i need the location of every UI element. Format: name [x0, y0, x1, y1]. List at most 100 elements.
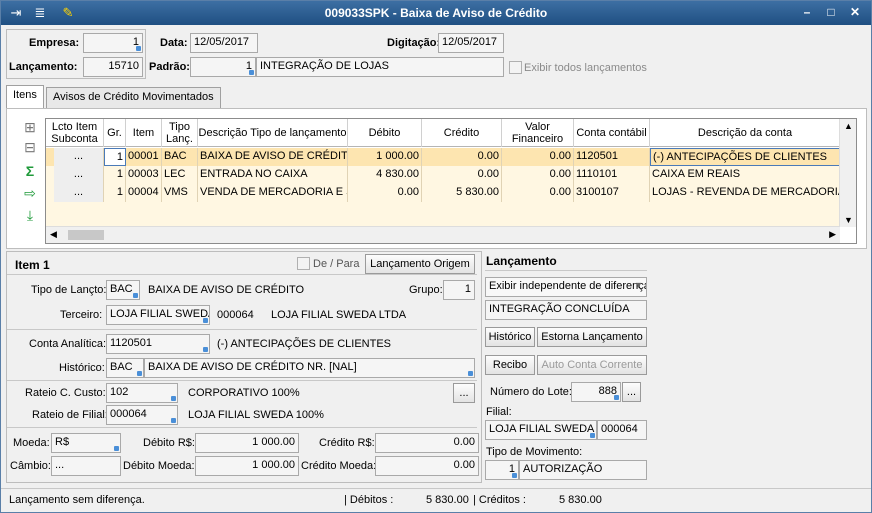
tipo-lancto-field[interactable]: BAC	[106, 280, 140, 300]
exibir-select[interactable]: Exibir independente de diferença ▼	[485, 277, 647, 297]
table-row[interactable]: ... 1 00003 LEC ENTRADA NO CAIXA 4 830.0…	[46, 166, 840, 184]
moeda-field[interactable]: R$	[51, 433, 121, 453]
debito-moeda-field[interactable]: 1 000.00	[195, 456, 299, 476]
scroll-thumb[interactable]	[68, 230, 104, 240]
rateio-cc-label: Rateio C. Custo:	[25, 387, 106, 399]
status-field: INTEGRAÇÃO CONCLUÍDA	[485, 300, 647, 320]
empresa-field[interactable]: 1	[83, 33, 143, 53]
col-credito[interactable]: Crédito	[422, 119, 502, 147]
sum-icon[interactable]: Σ	[25, 163, 35, 179]
items-grid: Lcto Item Subconta Gr. Item Tipo Lanç. D…	[45, 118, 857, 244]
exit-icon[interactable]: ⇥	[10, 5, 22, 20]
window-title: 009033SPK - Baixa de Aviso de Crédito	[324, 6, 548, 20]
grid-header: Lcto Item Subconta Gr. Item Tipo Lanç. D…	[46, 119, 840, 147]
rateio-cc-field[interactable]: 102	[106, 383, 178, 403]
lancamento-field[interactable]: 15710	[83, 57, 143, 77]
grid-vertical-scrollbar[interactable]: ▲ ▼	[839, 119, 856, 227]
rateio-filial-label: Rateio de Filial:	[32, 409, 108, 421]
close-icon[interactable]: ✕	[849, 5, 861, 19]
conta-analitica-desc: (-) ANTECIPAÇÕES DE CLIENTES	[217, 338, 391, 350]
estorna-lancamento-button[interactable]: Estorna Lançamento	[537, 327, 647, 347]
item-title: Item 1	[15, 258, 50, 272]
lancamento-origem-button[interactable]: Lançamento Origem	[365, 254, 475, 274]
tipo-movimento-field[interactable]: 1	[485, 460, 519, 480]
divider	[7, 427, 477, 428]
rateio-cc-button[interactable]: ...	[453, 383, 475, 403]
grid-horizontal-scrollbar[interactable]: ◀ ▶	[46, 226, 840, 243]
status-message: Lançamento sem diferença.	[9, 494, 145, 506]
grid-empty-area	[46, 202, 840, 227]
grid-cell-tipo: VMS	[162, 184, 198, 202]
data-field[interactable]: 12/05/2017	[190, 33, 258, 53]
subconta-button[interactable]: ...	[54, 184, 104, 202]
col-debito[interactable]: Débito	[348, 119, 422, 147]
data-label: Data:	[160, 37, 188, 49]
col-lcto[interactable]: Lcto Item Subconta	[46, 119, 104, 147]
table-row[interactable]: ... 1 00001 BAC BAIXA DE AVISO DE CRÉDIT…	[46, 148, 840, 166]
scroll-up-icon[interactable]: ▲	[844, 121, 853, 131]
creditos-value: 5 830.00	[559, 494, 602, 506]
padrao-code-field[interactable]: 1	[190, 57, 256, 77]
status-bar: Lançamento sem diferença. | Débitos : 5 …	[1, 488, 871, 512]
moeda-label: Moeda:	[13, 437, 50, 449]
debito-rs-field[interactable]: 1 000.00	[195, 433, 299, 453]
scroll-down-icon[interactable]: ▼	[844, 215, 853, 225]
conta-analitica-label: Conta Analítica:	[29, 338, 107, 350]
add-row-icon[interactable]: ⊞	[24, 119, 36, 135]
grid-cell-gr[interactable]: 1	[104, 184, 126, 202]
remove-row-icon[interactable]: ⊟	[24, 139, 36, 155]
grid-cell-item: 00003	[126, 166, 162, 184]
grid-cell-gr[interactable]: 1	[104, 166, 126, 184]
filial-field[interactable]: LOJA FILIAL SWEDA	[485, 420, 597, 440]
terceiro-field[interactable]: LOJA FILIAL SWEDA	[106, 305, 210, 325]
col-item[interactable]: Item	[126, 119, 162, 147]
de-para-checkbox[interactable]	[297, 257, 310, 270]
grid-cell-desc: ENTRADA NO CAIXA	[198, 166, 348, 184]
lote-button[interactable]: ...	[622, 382, 641, 402]
maximize-icon[interactable]: □	[827, 5, 835, 19]
subconta-button[interactable]: ...	[54, 166, 104, 184]
tab-avisos[interactable]: Avisos de Crédito Movimentados	[46, 87, 221, 108]
divider	[7, 329, 477, 330]
exibir-todos-label: Exibir todos lançamentos	[524, 62, 647, 74]
lote-field[interactable]: 888	[571, 382, 621, 402]
move-bottom-icon[interactable]: ⤓	[26, 207, 34, 223]
col-gr[interactable]: Gr.	[104, 119, 126, 147]
chevron-down-icon[interactable]: ▼	[634, 280, 643, 290]
credito-rs-label: Crédito R$:	[319, 437, 375, 449]
tab-itens[interactable]: Itens	[6, 85, 44, 108]
auto-conta-corrente-button[interactable]: Auto Conta Corrente	[537, 355, 647, 375]
traffic-light-icon[interactable]: ≣	[34, 5, 46, 20]
grid-cell-credito: 0.00	[422, 148, 502, 166]
exibir-todos-checkbox[interactable]	[509, 61, 522, 74]
recibo-button[interactable]: Recibo	[485, 355, 535, 375]
col-conta[interactable]: Conta contábil	[574, 119, 650, 147]
export-icon[interactable]: ⇨	[24, 185, 36, 201]
scroll-right-icon[interactable]: ▶	[829, 229, 836, 239]
historico-desc-field[interactable]: BAIXA DE AVISO DE CRÉDITO NR. [NAL]	[144, 358, 475, 378]
conta-analitica-field[interactable]: 1120501	[106, 334, 210, 354]
rateio-filial-field[interactable]: 000064	[106, 405, 178, 425]
subconta-button[interactable]: ...	[54, 148, 104, 166]
cambio-label: Câmbio:	[10, 460, 51, 472]
table-row[interactable]: ... 1 00004 VMS VENDA DE MERCADORIA E SE…	[46, 184, 840, 202]
col-desc-conta[interactable]: Descrição da conta	[697, 127, 793, 139]
grupo-field[interactable]: 1	[443, 280, 475, 300]
wrench-icon[interactable]: ✎	[62, 5, 74, 20]
credito-rs-field[interactable]: 0.00	[375, 433, 479, 453]
item-panel	[6, 251, 482, 483]
credito-moeda-field[interactable]: 0.00	[375, 456, 479, 476]
historico-code-field[interactable]: BAC	[106, 358, 144, 378]
filial-code-field: 000064	[597, 420, 647, 440]
grid-cell-gr[interactable]: 1	[104, 148, 126, 166]
col-tipo[interactable]: Tipo Lanç.	[162, 119, 198, 147]
terceiro-code: 000064	[217, 309, 254, 321]
grid-cell-tipo: LEC	[162, 166, 198, 184]
scroll-left-icon[interactable]: ◀	[50, 229, 57, 239]
minimize-icon[interactable]: –	[803, 5, 811, 19]
col-valor-financeiro[interactable]: Valor Financeiro	[502, 119, 574, 147]
cambio-field[interactable]: ...	[51, 456, 121, 476]
digitacao-field[interactable]: 12/05/2017	[438, 33, 504, 53]
col-desc-tipo[interactable]: Descrição Tipo de lançamento	[198, 119, 348, 147]
historico-button[interactable]: Histórico	[485, 327, 535, 347]
